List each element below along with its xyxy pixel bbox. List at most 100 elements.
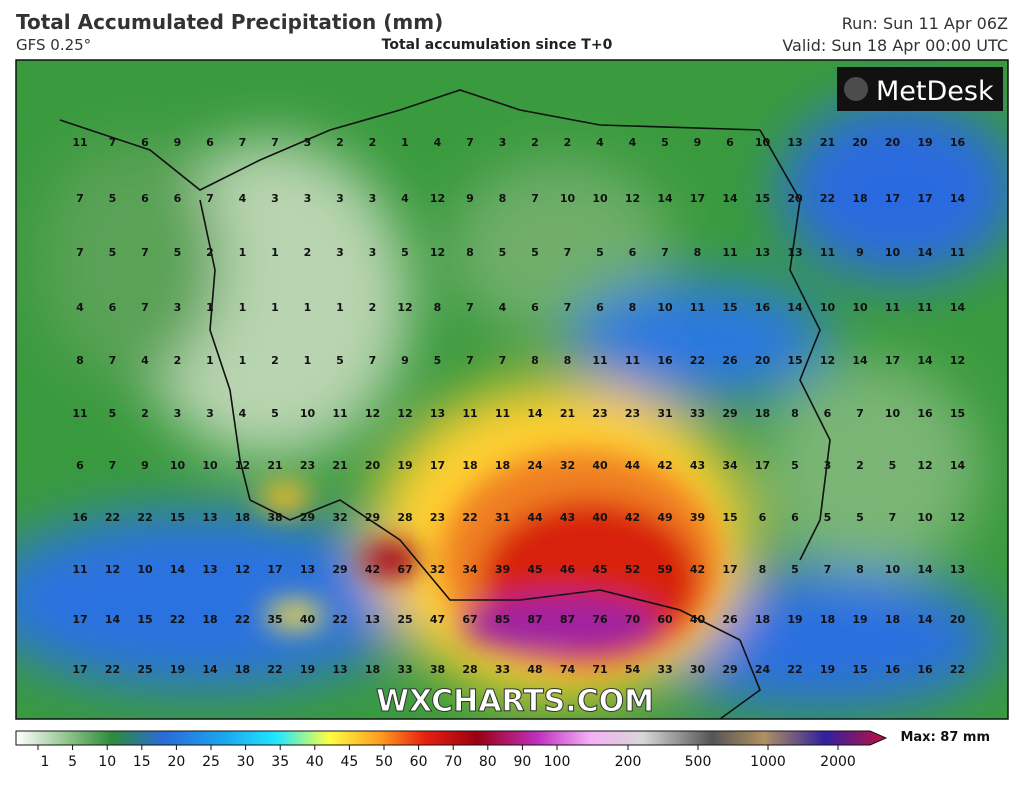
grid-value: 7 [466, 301, 474, 314]
grid-value: 14 [787, 301, 803, 314]
grid-value: 23 [430, 511, 445, 524]
grid-value: 21 [560, 407, 575, 420]
grid-value: 10 [137, 563, 153, 576]
legend-label: 80 [479, 754, 497, 770]
grid-value: 5 [109, 192, 117, 205]
grid-value: 11 [820, 246, 835, 259]
grid-value: 2 [206, 246, 214, 259]
grid-value: 29 [722, 407, 737, 420]
grid-value: 17 [885, 354, 900, 367]
grid-value: 29 [365, 511, 380, 524]
grid-value: 11 [690, 301, 705, 314]
grid-value: 12 [820, 354, 835, 367]
grid-value: 5 [531, 246, 539, 259]
grid-value: 5 [856, 511, 864, 524]
legend-label: 100 [544, 754, 571, 770]
grid-value: 1 [304, 354, 312, 367]
grid-value: 20 [885, 136, 901, 149]
legend-label: 20 [167, 754, 185, 770]
grid-value: 49 [657, 511, 672, 524]
grid-value: 42 [690, 563, 705, 576]
grid-value: 11 [72, 563, 87, 576]
grid-value: 5 [109, 246, 117, 259]
grid-value: 2 [531, 136, 539, 149]
grid-value: 12 [235, 563, 250, 576]
grid-value: 87 [527, 613, 542, 626]
grid-value: 17 [72, 663, 87, 676]
grid-value: 15 [137, 613, 152, 626]
grid-value: 17 [755, 459, 770, 472]
grid-value: 22 [235, 613, 250, 626]
grid-value: 20 [950, 613, 966, 626]
grid-value: 19 [787, 613, 802, 626]
grid-value: 16 [950, 136, 966, 149]
grid-value: 15 [755, 192, 770, 205]
grid-value: 20 [787, 192, 803, 205]
grid-value: 14 [917, 246, 933, 259]
grid-value: 32 [560, 459, 575, 472]
grid-value: 6 [174, 192, 182, 205]
legend-label: 40 [306, 754, 324, 770]
grid-value: 14 [950, 459, 966, 472]
grid-value: 15 [722, 301, 737, 314]
grid-value: 10 [755, 136, 771, 149]
grid-value: 2 [856, 459, 864, 472]
grid-value: 7 [564, 301, 572, 314]
grid-value: 9 [466, 192, 474, 205]
grid-value: 18 [202, 613, 217, 626]
grid-value: 33 [397, 663, 412, 676]
grid-value: 45 [527, 563, 542, 576]
grid-value: 15 [787, 354, 802, 367]
grid-value: 16 [917, 407, 933, 420]
grid-value: 48 [527, 663, 542, 676]
grid-value: 3 [369, 246, 377, 259]
grid-value: 10 [170, 459, 186, 472]
grid-value: 4 [596, 136, 604, 149]
grid-value: 16 [755, 301, 771, 314]
legend-label: 500 [685, 754, 712, 770]
grid-value: 4 [401, 192, 409, 205]
grid-value: 11 [72, 136, 87, 149]
grid-value: 42 [657, 459, 672, 472]
grid-value: 22 [690, 354, 705, 367]
grid-value: 44 [527, 511, 543, 524]
grid-value: 5 [434, 354, 442, 367]
grid-value: 1 [304, 301, 312, 314]
grid-value: 40 [300, 613, 316, 626]
grid-value: 3 [369, 192, 377, 205]
grid-value: 8 [499, 192, 507, 205]
grid-value: 22 [105, 663, 120, 676]
grid-value: 9 [141, 459, 149, 472]
grid-value: 1 [239, 301, 247, 314]
grid-value: 2 [369, 136, 377, 149]
grid-value: 40 [592, 459, 608, 472]
title: Total Accumulated Precipitation (mm) [16, 10, 443, 34]
grid-value: 7 [109, 354, 117, 367]
grid-value: 39 [690, 511, 705, 524]
grid-value: 31 [495, 511, 510, 524]
grid-value: 7 [141, 301, 149, 314]
grid-value: 10 [885, 407, 901, 420]
grid-value: 5 [401, 246, 409, 259]
grid-value: 22 [105, 511, 120, 524]
grid-value: 21 [332, 459, 347, 472]
grid-value: 15 [722, 511, 737, 524]
legend-label: 90 [513, 754, 531, 770]
grid-value: 11 [332, 407, 347, 420]
grid-value: 10 [560, 192, 576, 205]
grid-value: 7 [271, 136, 279, 149]
run: Run: Sun 11 Apr 06Z [842, 14, 1008, 33]
grid-value: 7 [369, 354, 377, 367]
grid-value: 18 [365, 663, 380, 676]
grid-value: 10 [657, 301, 673, 314]
grid-value: 25 [397, 613, 412, 626]
grid-value: 8 [694, 246, 702, 259]
grid-value: 38 [430, 663, 445, 676]
grid-value: 15 [170, 511, 185, 524]
grid-value: 9 [856, 246, 864, 259]
grid-value: 23 [592, 407, 607, 420]
grid-value: 11 [462, 407, 477, 420]
grid-value: 33 [657, 663, 672, 676]
grid-value: 10 [917, 511, 933, 524]
